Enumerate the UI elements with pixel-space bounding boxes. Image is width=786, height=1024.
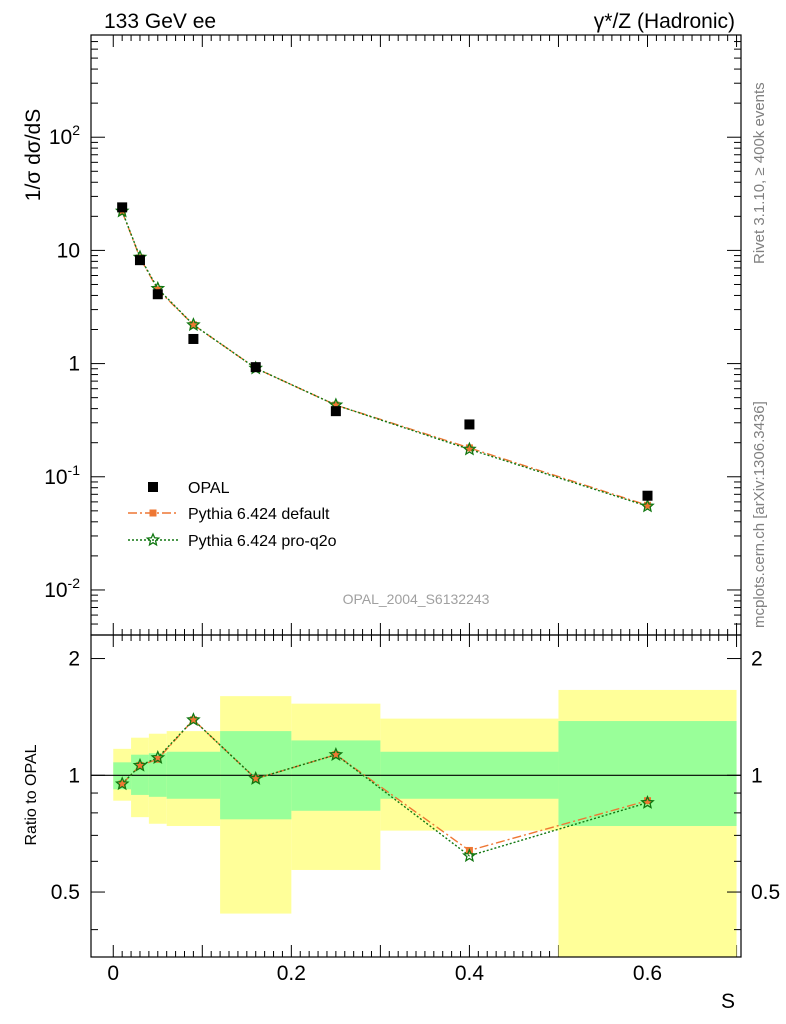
series-proq2o-point	[640, 498, 655, 513]
series-proq2o-point	[462, 441, 477, 456]
ratio-proq2o-point	[132, 757, 148, 772]
ratio-default-point	[332, 751, 340, 759]
ratio-proq2o-point	[114, 776, 130, 791]
x-tick-label: 0.2	[277, 962, 306, 985]
x-tick-label: 0	[107, 962, 119, 985]
side-text-top: Rivet 3.1.10, ≥ 400k events	[751, 82, 768, 264]
series-default-line	[121, 211, 648, 506]
ratio-y-tick-label-right: 0.5	[751, 881, 780, 904]
ratio-proq2o-point	[640, 795, 655, 809]
ratio-y-tick-label: 1	[68, 764, 80, 787]
ratio-default-line	[121, 718, 648, 852]
y-tick-label: 10-1	[44, 462, 80, 489]
legend-marker-opal	[148, 482, 158, 492]
series-opal-point	[117, 202, 128, 213]
series-default-point	[189, 321, 197, 329]
ratio-panel: 0 0.2 0.4 0.6 0.5 0.5 1 1 2 2	[51, 634, 780, 985]
series-default-point	[465, 444, 473, 452]
y-tick-label: 102	[49, 122, 80, 149]
ratio-proq2o-point	[248, 771, 264, 785]
ratio-band-inner	[558, 721, 737, 827]
legend-label: Pythia 6.424 pro-q2o	[188, 533, 337, 550]
legend: OPAL Pythia 6.424 default Pythia 6.424 pro…	[128, 480, 337, 550]
main-y-axis-label: 1/σ dσ/dS	[22, 109, 45, 201]
x-tick-label: 0.6	[633, 962, 662, 985]
y-tick-label: 1	[68, 353, 80, 376]
ratio-y-tick-label-right: 1	[751, 764, 763, 787]
series-default-point	[332, 401, 340, 409]
y-tick-label: 10	[57, 239, 80, 262]
ratio-default-point	[189, 716, 197, 724]
legend-label: OPAL	[188, 480, 230, 497]
analysis-label: OPAL_2004_S6132243	[343, 591, 490, 607]
ratio-default-point	[252, 775, 260, 783]
series-opal-point	[250, 362, 261, 373]
title-left: 133 GeV ee	[104, 10, 216, 33]
series-default-point	[644, 501, 652, 509]
ratio-y-tick-label: 0.5	[51, 881, 80, 904]
series-proq2o-line	[121, 210, 648, 507]
ratio-y-tick-label-right: 2	[751, 648, 763, 671]
series-opal-point	[330, 406, 341, 417]
legend-label: Pythia 6.424 default	[188, 506, 330, 523]
series-proq2o-point	[186, 317, 201, 332]
x-axis-label: S	[721, 990, 735, 1013]
ratio-y-tick-label: 2	[68, 648, 80, 671]
title-right: γ*/Z (Hadronic)	[594, 10, 735, 33]
side-text-bottom: mcplots.cern.ch [arXiv:1306.3436]	[751, 401, 768, 628]
ratio-default-point	[154, 755, 162, 763]
y-tick-label: 10-2	[44, 575, 80, 602]
ratio-y-axis-label: Ratio to OPAL	[23, 744, 40, 845]
series-opal-point	[188, 333, 199, 344]
series-opal-point	[642, 490, 653, 501]
ratio-default-point	[118, 780, 126, 788]
ratio-proq2o-point	[462, 848, 477, 863]
series-opal-point	[152, 289, 163, 300]
series-opal-point	[134, 255, 145, 266]
legend-marker-default	[149, 509, 157, 517]
ratio-proq2o-point	[150, 750, 166, 765]
ratio-frame	[90, 634, 742, 958]
ratio-proq2o-point	[328, 747, 344, 762]
legend-marker-proq2o	[145, 532, 161, 547]
x-tick-label: 0.4	[455, 962, 485, 985]
series-opal-point	[464, 419, 475, 430]
ratio-default-point	[644, 797, 652, 805]
ratio-default-point	[136, 761, 144, 769]
ratio-proq2o-point	[186, 712, 201, 727]
